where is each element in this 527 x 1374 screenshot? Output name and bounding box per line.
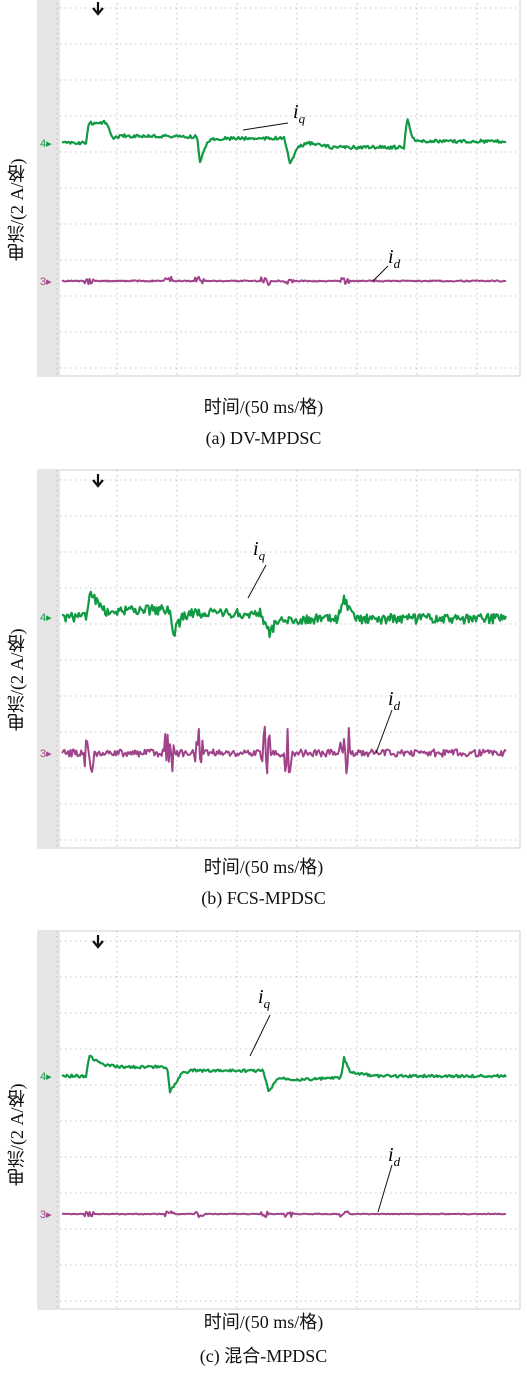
grid	[56, 931, 520, 1309]
id-leader-line	[377, 1164, 393, 1213]
caption-b: (b) FCS-MPDSC	[201, 888, 326, 908]
trace-iq	[61, 118, 507, 165]
channel-marker-id: 3▸	[40, 748, 52, 760]
panel-b: 电流/(2 A/格) 4▸ 3▸ iq id 时间/(50 ms/格) (b) FCS…	[0, 460, 527, 925]
x-axis-label-a: 时间/(50 ms/格)	[203, 397, 324, 417]
scope-left-strip	[38, 470, 60, 848]
scope-left-strip	[38, 0, 60, 376]
trace-id	[61, 275, 507, 287]
grid	[56, 0, 520, 376]
scope-frame	[37, 469, 521, 849]
grid	[56, 470, 520, 848]
id-leader-line	[372, 265, 389, 282]
trace-id	[61, 1210, 507, 1219]
y-axis-label-a: 电流/(2 A/格)	[7, 158, 27, 262]
y-axis-label-c: 电流/(2 A/格)	[7, 1083, 27, 1187]
y-axis-label-b: 电流/(2 A/格)	[7, 628, 27, 732]
channel-marker-iq: 4▸	[40, 612, 52, 624]
id-leader-line	[375, 709, 393, 754]
scope-frame	[37, 930, 521, 1310]
channel-marker-iq: 4▸	[40, 138, 52, 150]
panel-c: 电流/(2 A/格) 4▸ 3▸ iq id 时间/(50 ms/格) (c) 混合-…	[0, 925, 527, 1374]
trigger-arrow-icon	[92, 935, 104, 949]
scope-left-strip	[38, 931, 60, 1309]
trace-iq	[61, 1054, 507, 1094]
trigger-arrow-icon	[92, 2, 104, 16]
trace-iq	[61, 590, 508, 639]
channel-marker-iq: 4▸	[40, 1071, 52, 1083]
caption-a: (a) DV-MPDSC	[205, 428, 322, 448]
scope-frame	[37, 0, 521, 377]
trace-id	[61, 725, 507, 775]
caption-c: (c) 混合-MPDSC	[199, 1346, 328, 1366]
x-axis-label-c: 时间/(50 ms/格)	[203, 1312, 324, 1332]
channel-marker-id: 3▸	[40, 276, 52, 288]
channel-marker-id: 3▸	[40, 1209, 52, 1221]
x-axis-label-b: 时间/(50 ms/格)	[203, 857, 324, 877]
iq-leader-line	[247, 564, 267, 599]
trigger-arrow-icon	[92, 474, 104, 488]
iq-leader-line	[249, 1014, 271, 1057]
iq-leader-line	[242, 122, 289, 131]
panel-a: 电流/(2 A/格) 4▸ 3▸ iq id 时间/(50 ms/格) (a) DV-…	[0, 0, 527, 460]
